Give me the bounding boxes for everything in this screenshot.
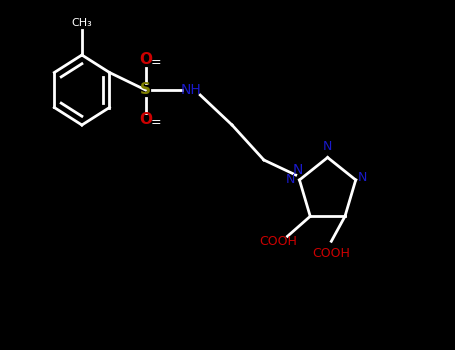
Text: COOH: COOH [313, 247, 350, 260]
Text: N: N [323, 140, 332, 153]
Text: N: N [286, 174, 295, 187]
Text: CH₃: CH₃ [71, 18, 92, 28]
Text: NH: NH [181, 83, 202, 97]
Text: =: = [151, 116, 162, 129]
Text: N: N [293, 163, 303, 177]
Text: O: O [139, 52, 152, 68]
Text: =: = [151, 56, 162, 69]
Text: O: O [139, 112, 152, 127]
Text: N: N [358, 171, 367, 184]
Text: S: S [140, 83, 151, 98]
Text: COOH: COOH [259, 235, 297, 248]
